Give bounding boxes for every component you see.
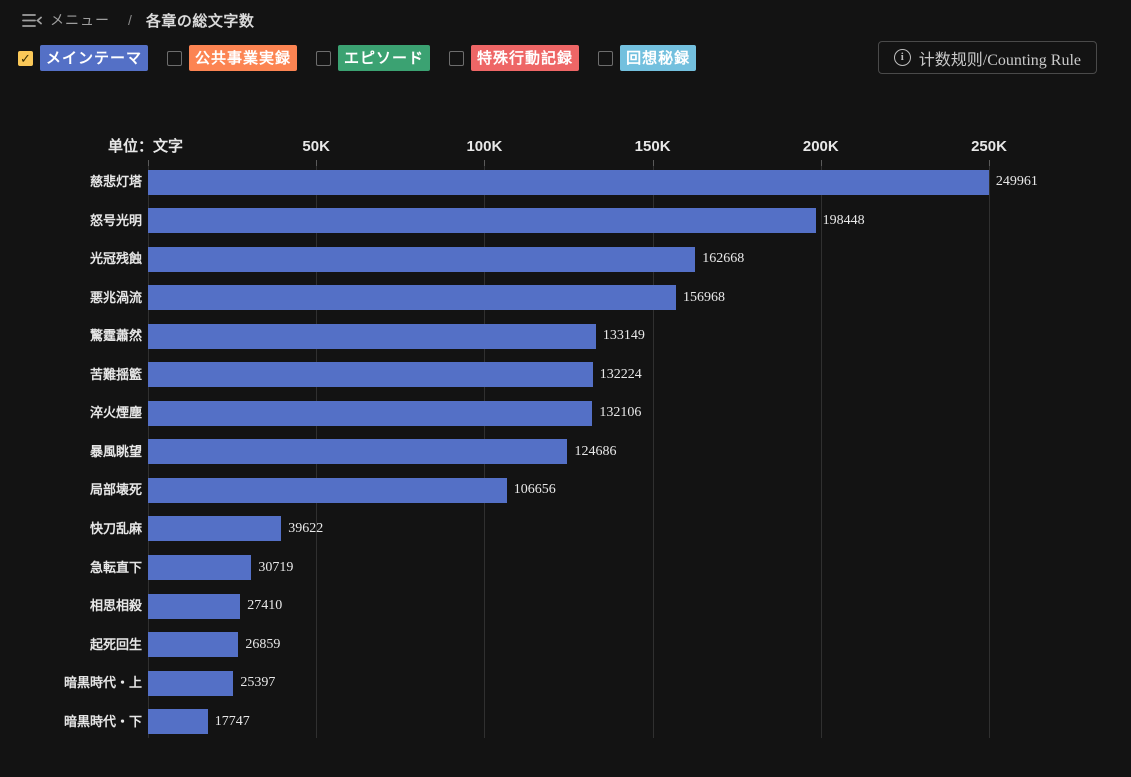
counting-rule-label: 计数规则/Counting Rule <box>918 51 1081 69</box>
axis-unit-label: 单位：文字 <box>108 138 184 155</box>
filter-row: ✓ メインテーマ 公共事業実録 エピソード 特殊行動記録 回想秘録 <box>18 45 697 71</box>
axis-tick <box>148 160 149 166</box>
value-label: 249961 <box>995 174 1038 189</box>
check-icon: ✓ <box>20 50 31 66</box>
x-tick-label-150K: 150K <box>634 138 671 155</box>
value-label: 162668 <box>702 251 745 267</box>
bar-怒号光明[interactable] <box>148 208 816 234</box>
bar-局部壊死[interactable] <box>148 477 507 503</box>
category-label: 暗黒時代・下 <box>63 713 142 729</box>
x-tick-label-100K: 100K <box>466 138 503 155</box>
bar-急転直下[interactable] <box>148 555 252 580</box>
value-label: 106656 <box>513 482 556 498</box>
value-label: 132106 <box>599 405 642 421</box>
filter-chip-3[interactable]: エピソード <box>338 45 431 71</box>
filter-chip-4[interactable]: 特殊行動記録 <box>471 45 580 71</box>
bar-相思相殺[interactable] <box>148 593 241 619</box>
bar-暴風眺望[interactable] <box>148 439 568 465</box>
category-label: 悪兆渦流 <box>89 289 142 305</box>
gridline <box>820 166 822 738</box>
bar-淬火煙塵[interactable] <box>148 400 593 426</box>
breadcrumb-separator: / <box>128 12 132 28</box>
category-label: 慈悲灯塔 <box>89 174 142 189</box>
page-title: 各章の総文字数 <box>145 12 255 30</box>
value-label: 133149 <box>602 328 645 344</box>
x-tick-label-200K: 200K <box>802 138 839 155</box>
filter-chip-2[interactable]: 公共事業実録 <box>189 45 298 71</box>
gridline <box>989 166 990 738</box>
info-circle-icon: i <box>893 49 911 66</box>
bar-起死回生[interactable] <box>148 632 239 658</box>
category-label: 局部壊死 <box>89 482 142 498</box>
category-label: 暴風眺望 <box>89 443 142 459</box>
axis-tick <box>989 160 990 166</box>
counting-rule-button[interactable]: i 计数规则/Counting Rule <box>877 41 1097 74</box>
category-label: 怒号光明 <box>89 212 142 228</box>
menu-label[interactable]: メニュー <box>50 12 110 28</box>
value-label: 30719 <box>258 559 294 575</box>
bar-暗黒時代・下[interactable] <box>148 709 208 735</box>
bar-暗黒時代・上[interactable] <box>148 670 234 696</box>
category-label: 暗黒時代・上 <box>63 675 142 691</box>
bar-悪兆渦流[interactable] <box>148 285 677 311</box>
bar-驚霆蕭然[interactable] <box>148 323 596 349</box>
filter-group-3: エピソード <box>316 45 431 71</box>
bar-苦難揺籃[interactable] <box>148 362 593 388</box>
category-label: 急転直下 <box>89 559 142 575</box>
value-label: 27410 <box>247 598 283 614</box>
filter-group-4: 特殊行動記録 <box>449 45 580 71</box>
category-label: 苦難揺籃 <box>89 366 142 382</box>
axis-tick <box>820 160 822 166</box>
filter-group-1: ✓ メインテーマ <box>18 45 149 71</box>
axis-tick <box>484 160 486 166</box>
axis-tick <box>652 160 654 166</box>
value-label: 26859 <box>245 636 281 652</box>
bar-快刀乱麻[interactable] <box>148 516 282 542</box>
category-label: 相思相殺 <box>89 598 142 614</box>
checkbox-5[interactable] <box>598 50 614 66</box>
filter-group-2: 公共事業実録 <box>167 45 298 71</box>
category-label: 光冠残蝕 <box>89 251 142 267</box>
checkbox-4[interactable] <box>449 50 465 66</box>
x-tick-label-50K: 50K <box>302 138 330 155</box>
category-label: 驚霆蕭然 <box>89 328 142 344</box>
menu-fold-icon[interactable] <box>22 12 44 28</box>
top-bar: メニュー / 各章の総文字数 <box>0 0 1131 40</box>
value-label: 124686 <box>574 443 617 459</box>
category-label: 快刀乱麻 <box>89 520 142 536</box>
category-label: 起死回生 <box>89 636 142 652</box>
filter-chip-5[interactable]: 回想秘録 <box>620 45 697 71</box>
checkbox-1[interactable]: ✓ <box>18 50 33 66</box>
bar-慈悲灯塔[interactable] <box>148 169 989 195</box>
value-label: 156968 <box>683 289 726 305</box>
value-label: 25397 <box>240 675 276 691</box>
checkbox-3[interactable] <box>316 50 332 66</box>
filter-group-5: 回想秘録 <box>598 45 697 71</box>
value-label: 198448 <box>822 212 865 228</box>
value-label: 17747 <box>214 713 250 729</box>
filter-chip-1[interactable]: メインテーマ <box>40 45 149 71</box>
x-tick-label-250K: 250K <box>971 138 1007 155</box>
category-label: 淬火煙塵 <box>89 405 142 421</box>
checkbox-2[interactable] <box>167 50 183 66</box>
axis-tick <box>316 160 318 166</box>
bar-光冠残蝕[interactable] <box>148 246 696 272</box>
value-label: 132224 <box>599 366 642 382</box>
gridline <box>652 166 654 738</box>
value-label: 39622 <box>288 520 324 536</box>
